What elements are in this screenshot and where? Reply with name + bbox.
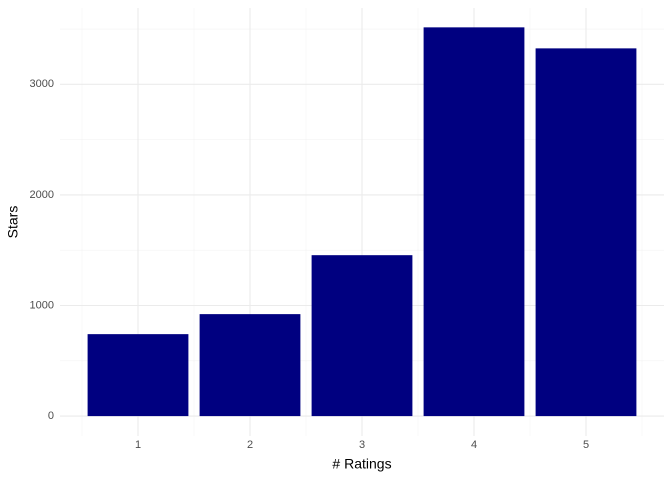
bar (311, 255, 413, 417)
x-tick-label: 1 (135, 439, 141, 451)
x-tick-label: 5 (583, 439, 589, 451)
x-tick-label: 2 (247, 439, 253, 451)
y-tick-label: 2000 (30, 189, 54, 201)
bar (535, 48, 637, 417)
y-tick-label: 0 (48, 410, 54, 422)
x-tick-label: 3 (359, 439, 365, 451)
y-tick-label: 3000 (30, 78, 54, 90)
bar (87, 334, 189, 417)
y-tick-label: 1000 (30, 299, 54, 311)
y-axis-title: Stars (5, 206, 21, 239)
bar (423, 27, 525, 417)
x-axis-title: # Ratings (332, 456, 391, 472)
bar (199, 314, 301, 417)
x-tick-label: 4 (471, 439, 477, 451)
